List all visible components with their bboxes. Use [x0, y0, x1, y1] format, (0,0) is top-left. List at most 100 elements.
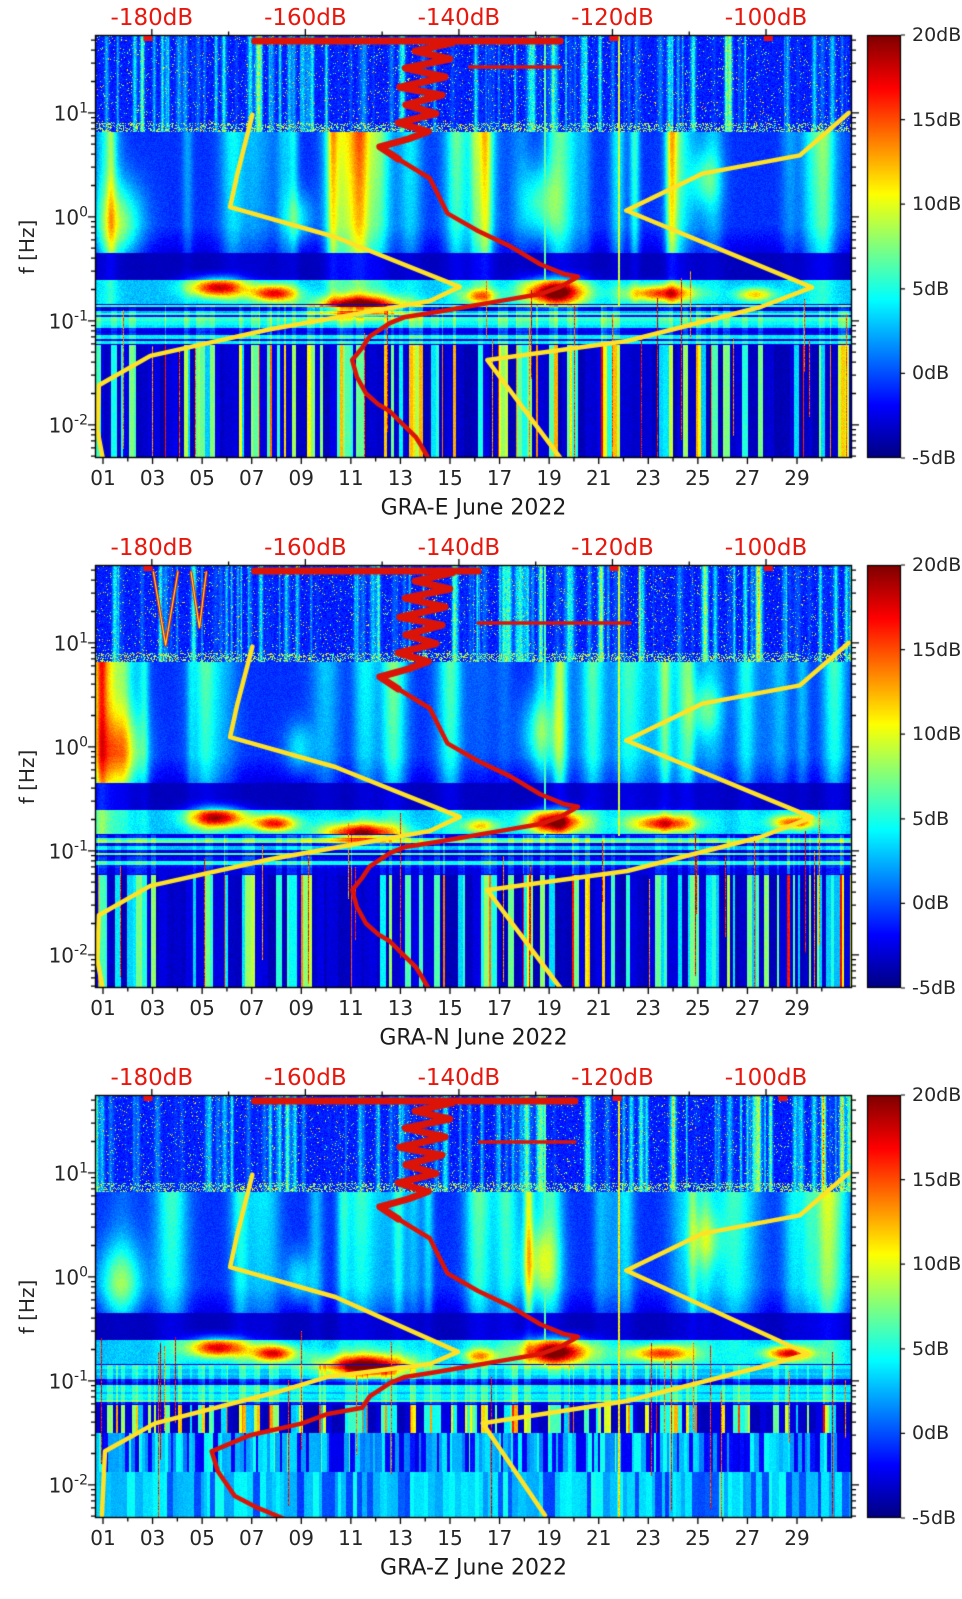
colorbar-tick-label: -5dB	[912, 1507, 957, 1529]
x-tick-label: 19	[536, 996, 562, 1020]
colorbar-tick-label: 20dB	[912, 1084, 962, 1106]
colorbar-tick-label: 20dB	[912, 554, 962, 576]
colorbar-tick-label: 5dB	[912, 277, 950, 300]
x-tick-label: 19	[536, 1526, 562, 1550]
y-tick-label: 100	[53, 1264, 88, 1290]
x-tick-label: 23	[635, 996, 662, 1020]
top-axis-db-label: -180dB	[110, 1065, 194, 1091]
panel-title-gra-n: GRA-N June 2022	[379, 1025, 568, 1051]
x-tick-label: 03	[139, 996, 166, 1020]
x-tick-label: 03	[139, 466, 166, 490]
y-tick-label: 10-2	[48, 942, 88, 968]
x-tick-label: 07	[238, 466, 265, 490]
x-tick-label: 09	[288, 996, 315, 1020]
spectrogram-gra-n-canvas	[0, 530, 962, 1005]
top-axis-db-label: -180dB	[110, 5, 194, 31]
y-tick-label: 10-1	[48, 1368, 88, 1394]
top-axis-db-label: -120dB	[571, 535, 654, 561]
top-axis-db-label: -100dB	[724, 535, 808, 561]
x-tick-label: 15	[437, 1526, 463, 1550]
x-tick-label: 07	[238, 996, 265, 1020]
colorbar-tick-label: -5dB	[912, 447, 957, 469]
x-tick-label: 25	[685, 466, 711, 490]
x-tick-label: 03	[139, 1526, 166, 1550]
top-axis-db-label: -120dB	[571, 5, 654, 31]
panel-title-gra-z: GRA-Z June 2022	[380, 1555, 567, 1581]
top-axis-db-label: -120dB	[571, 1065, 654, 1091]
y-tick-label: 100	[53, 204, 88, 230]
x-tick-label: 05	[189, 1526, 215, 1550]
x-tick-label: 05	[189, 996, 215, 1020]
y-tick-label: 10-2	[48, 1472, 88, 1498]
y-axis-label: f [Hz]	[15, 1279, 39, 1334]
x-tick-label: 21	[585, 466, 612, 490]
x-tick-label: 11	[338, 996, 364, 1020]
colorbar-tick-label: 20dB	[912, 24, 962, 46]
y-axis-label: f [Hz]	[15, 219, 39, 274]
top-axis-db-label: -160dB	[264, 5, 347, 31]
colorbar-tick-label: 5dB	[912, 1337, 950, 1360]
x-tick-label: 25	[685, 1526, 711, 1550]
y-tick-label: 10-1	[48, 308, 88, 334]
x-tick-label: 01	[90, 1526, 116, 1550]
x-tick-label: 25	[685, 996, 711, 1020]
top-axis-db-label: -100dB	[724, 1065, 808, 1091]
x-tick-label: 27	[734, 996, 761, 1020]
colorbar-tick-label: 15dB	[912, 1168, 962, 1191]
spectrogram-gra-z-canvas	[0, 1060, 962, 1535]
y-tick-label: 101	[53, 1160, 88, 1186]
x-tick-label: 27	[734, 1526, 761, 1550]
colorbar-tick-label: 0dB	[912, 1422, 950, 1445]
x-tick-label: 09	[288, 466, 315, 490]
top-axis-db-label: -180dB	[110, 535, 194, 561]
colorbar-tick-label: 10dB	[912, 193, 962, 216]
colorbar-tick-label: 15dB	[912, 108, 962, 131]
top-axis-db-label: -100dB	[724, 5, 808, 31]
spectrogram-gra-e-canvas	[0, 0, 962, 475]
top-axis-db-label: -140dB	[417, 535, 501, 561]
y-tick-label: 10-2	[48, 412, 88, 438]
x-tick-label: 01	[90, 466, 116, 490]
y-tick-label: 101	[53, 630, 88, 656]
x-tick-label: 29	[784, 466, 810, 490]
y-tick-label: 100	[53, 734, 88, 760]
x-tick-label: 11	[338, 1526, 364, 1550]
x-tick-label: 23	[635, 466, 662, 490]
top-axis-db-label: -160dB	[264, 1065, 347, 1091]
x-tick-label: 05	[189, 466, 215, 490]
top-axis-db-label: -140dB	[417, 1065, 501, 1091]
y-tick-label: 101	[53, 100, 88, 126]
colorbar-tick-label: 15dB	[912, 638, 962, 661]
x-tick-label: 13	[387, 996, 414, 1020]
x-tick-label: 29	[784, 996, 810, 1020]
x-tick-label: 17	[486, 996, 513, 1020]
x-tick-label: 17	[486, 1526, 513, 1550]
x-tick-label: 13	[387, 1526, 414, 1550]
colorbar-tick-label: 5dB	[912, 807, 950, 830]
x-tick-label: 27	[734, 466, 761, 490]
colorbar-tick-label: 10dB	[912, 723, 962, 746]
x-tick-label: 09	[288, 1526, 315, 1550]
panel-title-gra-e: GRA-E June 2022	[380, 495, 567, 521]
colorbar-tick-label: 10dB	[912, 1253, 962, 1276]
x-tick-label: 21	[585, 1526, 612, 1550]
x-tick-label: 29	[784, 1526, 810, 1550]
y-axis-label: f [Hz]	[15, 749, 39, 804]
colorbar-tick-label: 0dB	[912, 362, 950, 385]
x-tick-label: 01	[90, 996, 116, 1020]
x-tick-label: 15	[437, 996, 463, 1020]
x-tick-label: 11	[338, 466, 364, 490]
x-tick-label: 21	[585, 996, 612, 1020]
x-tick-label: 17	[486, 466, 513, 490]
x-tick-label: 23	[635, 1526, 662, 1550]
y-tick-label: 10-1	[48, 838, 88, 864]
x-tick-label: 15	[437, 466, 463, 490]
colorbar-tick-label: -5dB	[912, 977, 957, 999]
colorbar-tick-label: 0dB	[912, 892, 950, 915]
x-tick-label: 19	[536, 466, 562, 490]
x-tick-label: 07	[238, 1526, 265, 1550]
